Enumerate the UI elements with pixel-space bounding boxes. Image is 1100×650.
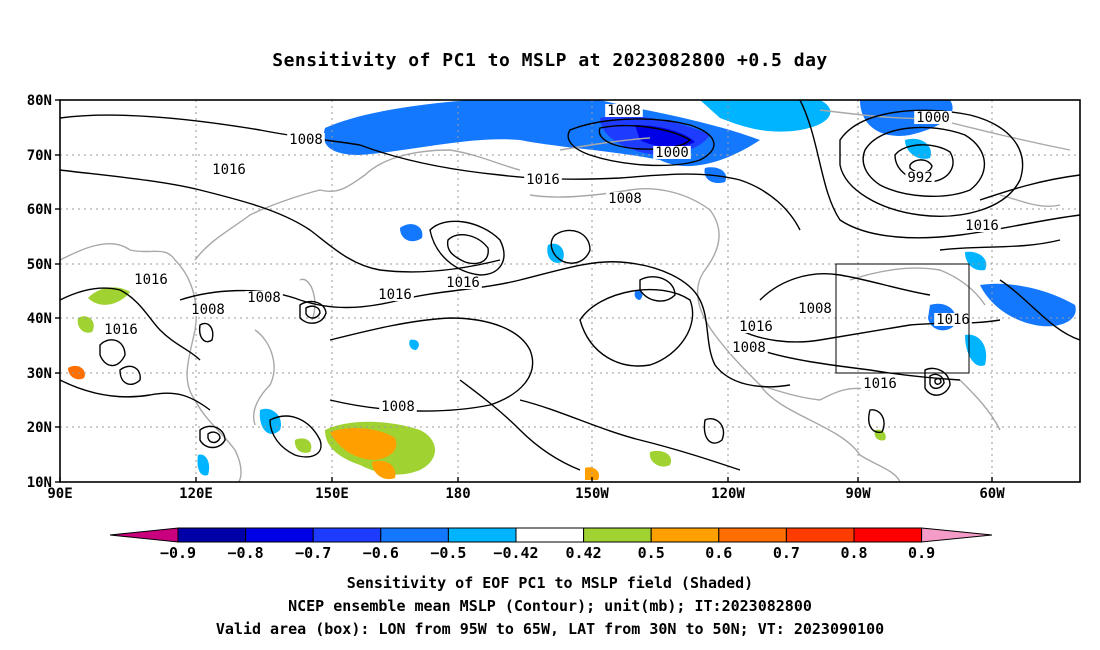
colorbar-label: 0.42 (566, 544, 602, 562)
colorbar-label: 0.5 (638, 544, 665, 562)
contour-label: 1016 (936, 312, 970, 328)
shade-atlantic-2 (965, 334, 987, 366)
lat-label: 80N (27, 93, 52, 109)
shade-w-pacific-2 (197, 454, 210, 476)
contour-label: 1008 (732, 340, 766, 356)
contour-label: 1016 (446, 275, 480, 291)
valid-area-box (835, 263, 970, 374)
contour-label: 1016 (965, 218, 999, 234)
contour-label: 1016 (863, 376, 897, 392)
shade-central-pacific-orange-2 (372, 460, 396, 480)
colorbar-labels: −0.9 −0.8 −0.7 −0.6 −0.5 −0.42 0.42 0.5 0.6 0.7 0.… (160, 544, 935, 562)
lon-label: 180 (445, 486, 470, 502)
lat-label: 60N (27, 202, 52, 218)
contour-label: 1008 (798, 301, 832, 317)
contour-label: 1016 (212, 162, 246, 178)
colorbar-segment (718, 527, 787, 543)
colorbar-label: 0.6 (705, 544, 732, 562)
colorbar-segment (785, 527, 855, 543)
lon-label: 120W (711, 486, 745, 502)
grid-lines (60, 100, 1080, 482)
lon-label: 120E (179, 486, 213, 502)
shade-nw-pacific (400, 224, 423, 242)
caption-contour: NCEP ensemble mean MSLP (Contour); unit(… (288, 597, 812, 615)
shade-cp-green-2 (294, 438, 312, 453)
shade-ne-us-2 (965, 251, 987, 271)
lon-label: 150E (315, 486, 349, 502)
colorbar-segment (447, 527, 517, 543)
contour-label: 1016 (378, 287, 412, 303)
colorbar-segment (245, 527, 314, 543)
contour-label: 1016 (739, 319, 773, 335)
lat-label: 20N (27, 420, 52, 436)
contour-label: 1016 (134, 272, 168, 288)
lon-label: 90E (47, 486, 72, 502)
colorbar-label: −0.7 (295, 544, 331, 562)
colorbar-cap-right (921, 527, 993, 543)
shade-india-orange (68, 365, 85, 380)
lon-axis: 90E 120E 150E 180 150W 120W 90W 60W (47, 477, 1005, 502)
colorbar-segment (515, 527, 585, 543)
lat-label: 10N (27, 475, 52, 491)
contour-label: 1008 (607, 103, 641, 119)
lon-label: 60W (979, 486, 1005, 502)
colorbar-label: −0.6 (363, 544, 399, 562)
colorbar-segment (583, 527, 652, 543)
lat-label: 40N (27, 311, 52, 327)
colorbar-label: 0.8 (840, 544, 867, 562)
colorbar-segment (312, 527, 382, 543)
contour-label: 1008 (608, 191, 642, 207)
colorbar (109, 527, 993, 543)
lat-label: 70N (27, 148, 52, 164)
contour-labels: 1008 1000 1000 992 1008 1016 1016 1008 1016 1016 1… (102, 103, 1001, 415)
contour-label: 1008 (247, 290, 281, 306)
caption-shaded: Sensitivity of EOF PC1 to MSLP field (Sh… (346, 574, 754, 592)
lon-label: 90W (845, 486, 871, 502)
colorbar-segment (380, 527, 449, 543)
colorbar-label: 0.7 (773, 544, 800, 562)
lat-label: 50N (27, 257, 52, 273)
shade-np-4 (634, 289, 643, 300)
colorbar-label: −0.42 (493, 544, 538, 562)
contour-label: 1008 (191, 302, 225, 318)
contour-label: 1000 (655, 145, 689, 161)
colorbar-segment (650, 527, 720, 543)
shade-india-green (88, 287, 130, 305)
shade-arctic-east (700, 100, 831, 132)
shade-arctic-small (905, 138, 931, 159)
shade-ep-green (649, 450, 672, 467)
colorbar-label: −0.5 (430, 544, 466, 562)
colorbar-segment (853, 527, 923, 543)
contour-label: 992 (907, 170, 932, 186)
shade-india-green-2 (77, 316, 94, 333)
contour-label: 1008 (381, 399, 415, 415)
colorbar-label: 0.9 (908, 544, 935, 562)
contour-label: 1000 (916, 110, 950, 126)
caption-valid-area: Valid area (box): LON from 95W to 65W, L… (215, 620, 885, 638)
map-frame (59, 99, 1081, 483)
contour-label: 1016 (526, 172, 560, 188)
colorbar-segment (177, 527, 247, 543)
contour-label: 1016 (104, 322, 138, 338)
lon-label: 150W (575, 486, 609, 502)
shade-arctic-dark (635, 125, 695, 148)
shade-atlantic (980, 283, 1076, 327)
shade-np-3 (409, 339, 419, 350)
colorbar-label: −0.8 (228, 544, 264, 562)
lat-label: 30N (27, 366, 52, 382)
contour-label: 1008 (289, 132, 323, 148)
colorbar-label: −0.9 (160, 544, 196, 562)
lat-axis: 80N 70N 60N 50N 40N 30N 20N 10N (27, 93, 60, 491)
chart-title: Sensitivity of PC1 to MSLP at 2023082800… (272, 50, 828, 71)
colorbar-cap-left (109, 527, 179, 543)
shade-central-pacific-orange (330, 428, 397, 460)
